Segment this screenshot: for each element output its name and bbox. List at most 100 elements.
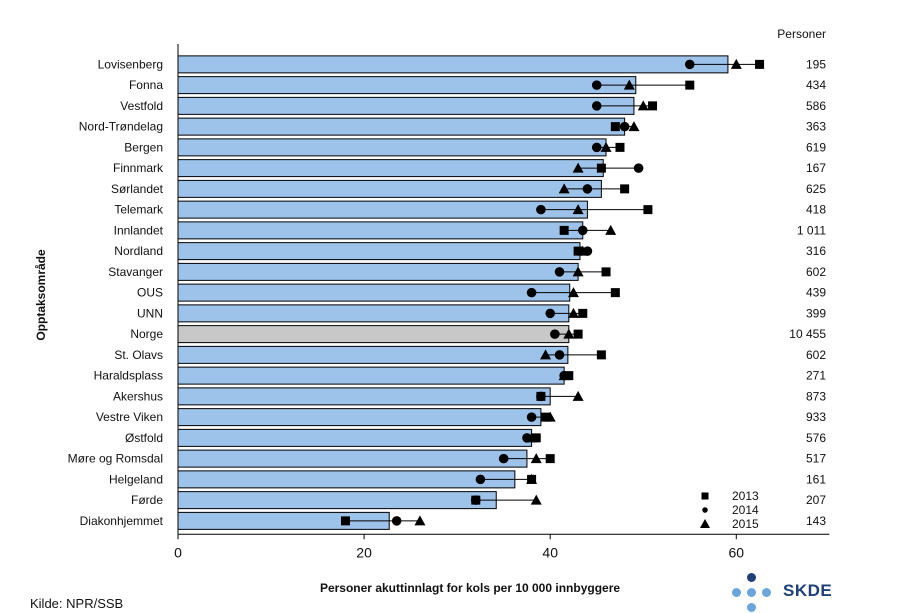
count-label: 576	[806, 431, 826, 445]
category-label: Bergen	[124, 140, 163, 154]
count-header: Personer	[777, 27, 826, 41]
marker-2014	[536, 391, 546, 402]
count-label: 439	[806, 286, 826, 300]
bar	[177, 283, 571, 302]
count-label: 399	[806, 306, 826, 320]
count-label: 619	[806, 140, 826, 154]
count-label: 143	[806, 514, 826, 528]
marker-2015	[567, 287, 579, 298]
marker-2014	[536, 204, 546, 215]
marker-2015	[572, 204, 584, 215]
marker-2015	[530, 494, 542, 505]
category-label: OUS	[137, 286, 163, 300]
marker-2013	[615, 142, 625, 152]
bar	[177, 304, 570, 323]
x-tick-label: 20	[356, 544, 372, 560]
bar	[177, 117, 626, 136]
category-label: Førde	[131, 493, 163, 507]
category-label: Helgeland	[109, 472, 163, 486]
category-label: Sørlandet	[111, 182, 164, 196]
bar	[177, 55, 729, 74]
count-label: 1 011	[797, 223, 826, 237]
bar	[177, 96, 635, 115]
marker-2013	[340, 516, 350, 526]
marker-2014	[591, 142, 602, 153]
y-axis-label: Opptaksområde	[34, 249, 48, 341]
marker-2015	[558, 370, 570, 381]
marker-2014	[545, 308, 555, 319]
category-label: Finnmark	[113, 161, 164, 175]
count-label: 10 455	[789, 327, 826, 341]
x-tick-label: 0	[174, 544, 182, 560]
legend-label: 2014	[732, 503, 759, 517]
marker-2014	[577, 225, 588, 236]
bar	[177, 470, 516, 489]
category-label: Nord-Trøndelag	[79, 120, 163, 134]
count-label: 434	[806, 78, 826, 92]
marker-2015	[572, 266, 584, 277]
skde-logo: SKDE	[728, 572, 838, 612]
category-label: Haraldsplass	[94, 369, 163, 383]
count-label: 602	[806, 265, 826, 279]
x-tick-label: 60	[729, 544, 745, 560]
bar	[177, 179, 602, 198]
logo-text: SKDE	[783, 581, 833, 600]
category-label: Vestre Viken	[96, 410, 163, 424]
marker-2015	[526, 432, 538, 443]
marker-2014	[619, 121, 630, 132]
category-label: Vestfold	[120, 99, 163, 113]
marker-2014	[591, 101, 602, 111]
count-label: 586	[806, 99, 826, 113]
legend-marker-triangle	[700, 519, 710, 528]
marker-2014	[550, 329, 560, 339]
marker-2014	[633, 163, 644, 173]
count-label: 418	[806, 203, 826, 217]
category-label: Lovisenberg	[98, 57, 163, 71]
marker-2013	[610, 122, 620, 132]
marker-2013	[610, 288, 620, 298]
marker-2014	[582, 184, 593, 194]
marker-2015	[544, 411, 556, 422]
bar	[177, 387, 551, 406]
bar	[177, 76, 637, 95]
count-label: 316	[806, 244, 826, 258]
category-label: Akershus	[113, 389, 163, 403]
category-label: Møre og Romsdal	[68, 452, 163, 466]
category-label: UNN	[137, 306, 163, 320]
source-note: Kilde: NPR/SSB	[30, 596, 124, 611]
count-label: 873	[806, 389, 826, 403]
marker-2015	[628, 121, 640, 132]
marker-2013	[541, 412, 551, 422]
category-label: St. Olavs	[114, 348, 163, 362]
category-label: Diakonhjemmet	[80, 514, 164, 528]
marker-2013	[573, 246, 583, 256]
category-label: Nordland	[114, 244, 163, 258]
category-label: Stavanger	[108, 265, 163, 279]
marker-2013	[545, 454, 555, 464]
bar	[177, 325, 570, 344]
legend-label: 2013	[732, 489, 759, 503]
marker-2013	[578, 308, 588, 318]
count-label: 363	[806, 120, 826, 134]
marker-2015	[414, 515, 426, 526]
count-label: 517	[806, 452, 826, 466]
bar	[177, 200, 588, 219]
marker-2013	[531, 433, 541, 443]
category-label: Norge	[130, 327, 163, 341]
bar	[177, 428, 533, 447]
count-label: 602	[806, 348, 826, 362]
marker-2015	[567, 307, 579, 318]
bar	[177, 159, 604, 178]
marker-2015	[600, 141, 612, 152]
x-axis-label: Personer akuttinnlagt for kols per 10 00…	[320, 581, 620, 595]
bar	[177, 242, 581, 261]
marker-2014	[684, 59, 695, 70]
legend-marker-circle	[702, 507, 708, 513]
marker-2014	[470, 495, 481, 505]
category-label: Fonna	[129, 78, 163, 92]
marker-2014	[554, 267, 565, 277]
marker-2013	[601, 267, 611, 277]
marker-2015	[623, 79, 635, 90]
marker-2013	[685, 80, 695, 90]
